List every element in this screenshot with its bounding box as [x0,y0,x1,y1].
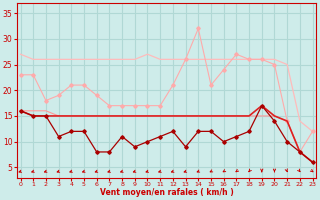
X-axis label: Vent moyen/en rafales ( km/h ): Vent moyen/en rafales ( km/h ) [100,188,233,197]
